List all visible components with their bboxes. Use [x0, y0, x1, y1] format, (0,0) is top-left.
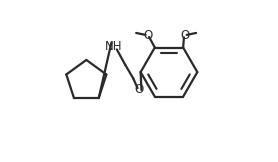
Text: O: O: [180, 29, 189, 42]
Text: NH: NH: [105, 40, 123, 53]
Text: O: O: [135, 83, 144, 96]
Text: O: O: [143, 29, 152, 42]
